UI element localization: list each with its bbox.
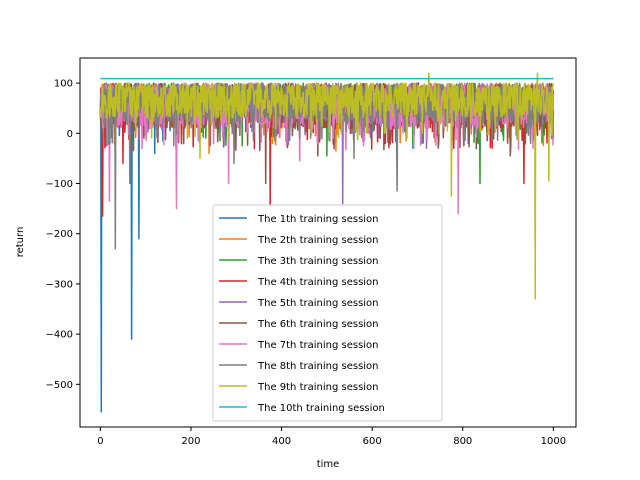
y-tick-label: −200 [46, 229, 73, 240]
y-tick-label: −400 [46, 330, 73, 341]
legend-label-7: The 7th training session [257, 340, 379, 351]
legend-label-3: The 3th training session [257, 256, 379, 267]
series-line-9 [99, 72, 555, 300]
plot-frame [79, 57, 577, 428]
x-axis-label: time [317, 459, 340, 470]
y-tick-label: 100 [54, 79, 73, 90]
legend-label-1: The 1th training session [257, 214, 379, 225]
y-tick-label: −500 [46, 380, 73, 391]
legend-box [212, 204, 443, 422]
legend-label-6: The 6th training session [257, 319, 379, 330]
x-tick-label: 600 [363, 436, 382, 447]
y-tick-label: 0 [67, 129, 73, 140]
y-axis-label: return [15, 227, 26, 258]
legend-label-5: The 5th training session [257, 298, 379, 309]
legend-label-2: The 2th training session [257, 235, 379, 246]
x-tick-label: 400 [272, 436, 291, 447]
y-tick-label: −300 [46, 279, 73, 290]
x-tick-label: 0 [97, 436, 103, 447]
y-tick-label: −100 [46, 179, 73, 190]
x-tick-label: 1000 [541, 436, 566, 447]
legend-label-9: The 9th training session [257, 382, 379, 393]
x-tick-label: 200 [181, 436, 200, 447]
legend-label-10: The 10th training session [257, 403, 385, 414]
legend: The 1th training session The 2th training… [212, 204, 443, 422]
x-tick-label: 800 [453, 436, 472, 447]
legend-label-4: The 4th training session [257, 277, 379, 288]
legend-label-8: The 8th training session [257, 361, 379, 372]
